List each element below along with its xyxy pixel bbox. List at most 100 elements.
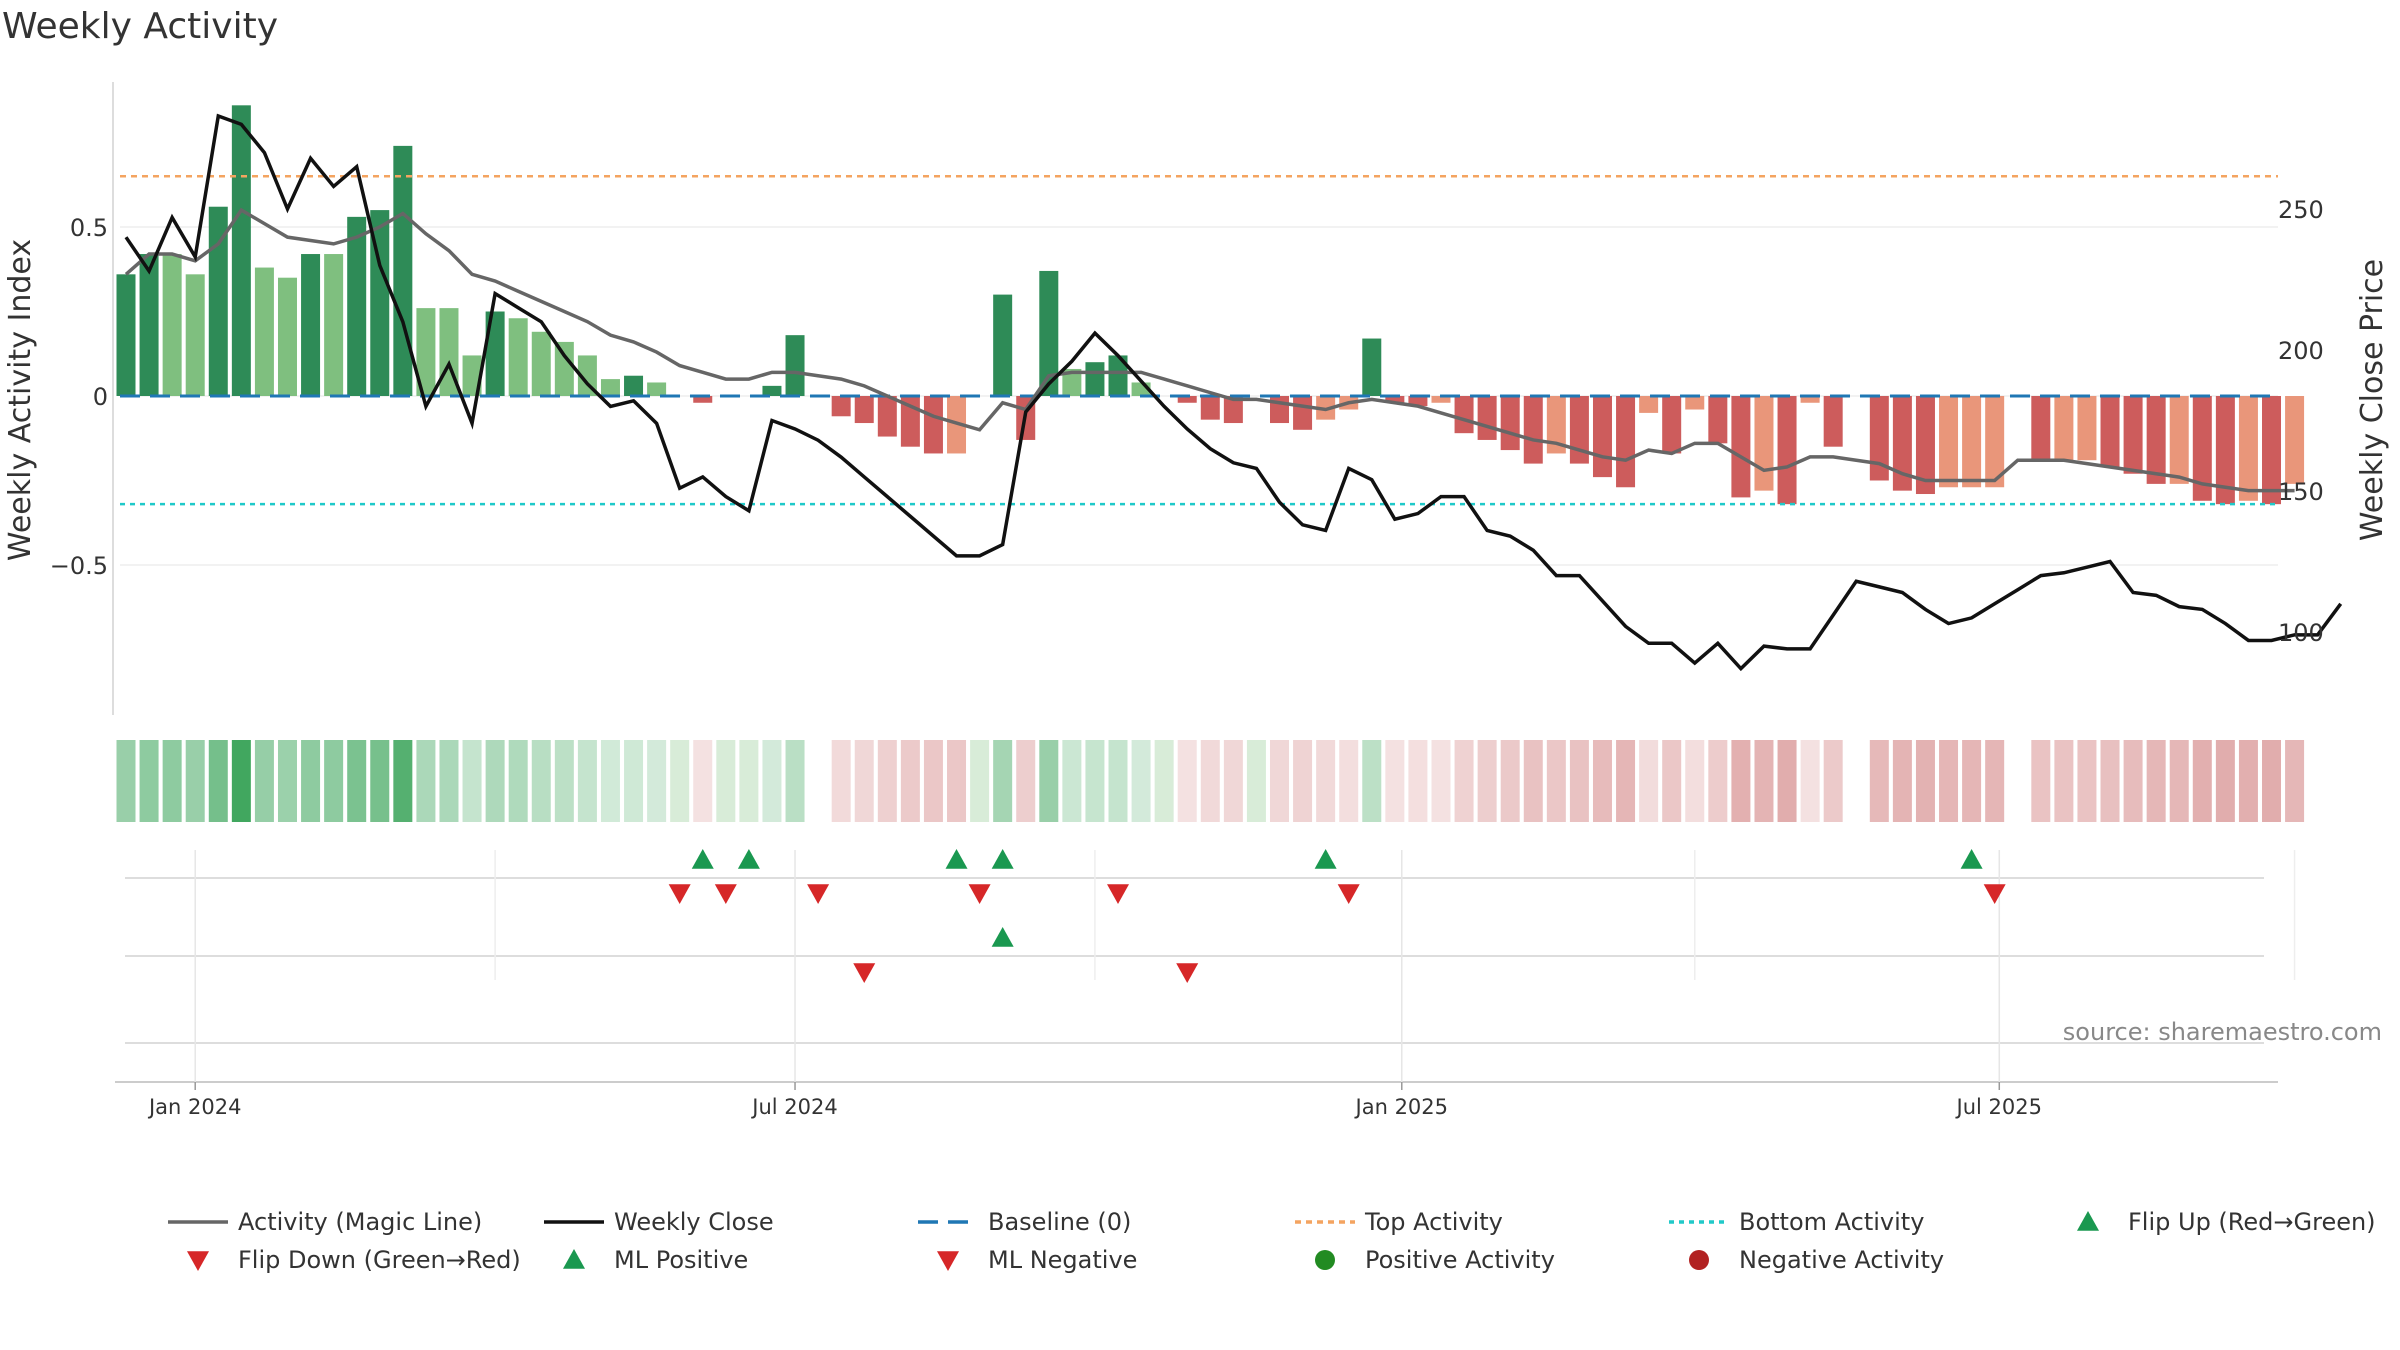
- negative-activity-bar: [1939, 396, 1959, 488]
- activity-heat-cell: [416, 740, 436, 822]
- activity-heat-cell: [739, 740, 759, 822]
- activity-heat-cell: [2077, 740, 2097, 822]
- ml-negative-marker: [1176, 963, 1199, 983]
- negative-activity-bar: [1293, 396, 1313, 430]
- positive-activity-bar: [116, 274, 136, 396]
- negative-activity-bar: [2215, 396, 2235, 505]
- ml-positive-marker: [991, 927, 1014, 947]
- positive-activity-bar: [1108, 355, 1128, 396]
- positive-activity-bar: [993, 294, 1013, 396]
- legend-swatch-negative-activity: [1689, 1250, 1709, 1270]
- negative-activity-bar: [1200, 396, 1220, 420]
- activity-heat-cell: [1639, 740, 1659, 822]
- legend-swatch-positive-activity: [1315, 1250, 1335, 1270]
- activity-heat-cell: [301, 740, 321, 822]
- y2-tick-label: 250: [2278, 196, 2324, 224]
- y-tick-label: 0.5: [70, 214, 108, 242]
- positive-activity-bar: [254, 267, 274, 396]
- positive-activity-bar: [1085, 362, 1105, 396]
- negative-activity-bar: [1777, 396, 1797, 505]
- negative-activity-bar: [2146, 396, 2166, 484]
- activity-heat-cell: [1800, 740, 1820, 822]
- activity-heat-cell: [1062, 740, 1082, 822]
- negative-activity-bar: [2262, 396, 2282, 505]
- negative-activity-bar: [2100, 396, 2120, 467]
- activity-heat-cell: [600, 740, 620, 822]
- activity-heat-cell: [1569, 740, 1589, 822]
- activity-heat-cell: [2146, 740, 2166, 822]
- positive-activity-bar: [508, 318, 528, 396]
- negative-activity-bar: [1754, 396, 1774, 491]
- negative-activity-bar: [831, 396, 851, 417]
- legend-label-ml-positive: ML Positive: [614, 1246, 748, 1274]
- activity-heat-cell: [531, 740, 551, 822]
- positive-activity-bar: [324, 254, 344, 396]
- activity-heat-cell: [2123, 740, 2143, 822]
- positive-activity-bar: [485, 311, 505, 396]
- activity-heat-cell: [1685, 740, 1705, 822]
- flip-down-marker: [1983, 884, 2006, 904]
- activity-heat-cell: [162, 740, 182, 822]
- activity-heat-cell: [439, 740, 459, 822]
- negative-activity-bar: [1708, 396, 1728, 444]
- activity-heat-cell: [1823, 740, 1843, 822]
- flip-up-marker: [1960, 849, 1983, 869]
- legend-label-weekly-close: Weekly Close: [614, 1208, 774, 1236]
- legend-label-baseline-0: Baseline (0): [988, 1208, 1131, 1236]
- activity-heat-cell: [554, 740, 574, 822]
- positive-activity-bar: [208, 206, 228, 396]
- activity-heat-cell: [139, 740, 159, 822]
- positive-activity-bar: [1039, 270, 1059, 396]
- activity-heat-cell: [1408, 740, 1428, 822]
- activity-heat-cell: [1477, 740, 1497, 822]
- negative-activity-bar: [1523, 396, 1543, 464]
- positive-activity-bar: [162, 254, 182, 396]
- activity-heat-cell: [1154, 740, 1174, 822]
- activity-heat-cell: [1108, 740, 1128, 822]
- legend-label-top-activity: Top Activity: [1364, 1208, 1503, 1236]
- flip-down-marker: [807, 884, 830, 904]
- activity-heat-cell: [1892, 740, 1912, 822]
- activity-heat-cell: [1754, 740, 1774, 822]
- negative-activity-bar: [1800, 396, 1820, 403]
- negative-activity-bar: [1546, 396, 1566, 454]
- x-tick-label: Jul 2024: [750, 1095, 837, 1119]
- positive-activity-bar: [347, 216, 367, 396]
- negative-activity-bar: [2031, 396, 2051, 461]
- positive-activity-bar: [1062, 368, 1082, 396]
- activity-heat-cell: [1708, 740, 1728, 822]
- y-axis-label: Weekly Activity Index: [3, 239, 38, 561]
- activity-heat-cell: [1915, 740, 1935, 822]
- negative-activity-bar: [693, 396, 713, 403]
- activity-heat-cell: [877, 740, 897, 822]
- activity-heat-cell: [347, 740, 367, 822]
- activity-heat-cell: [2192, 740, 2212, 822]
- negative-activity-bar: [1500, 396, 1520, 451]
- activity-heat-cell: [854, 740, 874, 822]
- flip-down-marker: [1107, 884, 1130, 904]
- legend-label-flip-up-red-green: Flip Up (Red→Green): [2128, 1208, 2376, 1236]
- activity-heat-cell: [693, 740, 713, 822]
- activity-heat-cell: [577, 740, 597, 822]
- activity-heat-cell: [1869, 740, 1889, 822]
- flip-down-marker: [968, 884, 991, 904]
- activity-heat-cell: [970, 740, 990, 822]
- y2-tick-label: 200: [2278, 337, 2324, 365]
- legend-swatch-flip-down-green-red: [187, 1251, 209, 1271]
- x-tick-label: Jan 2025: [1354, 1095, 1449, 1119]
- activity-heat-cell: [1316, 740, 1336, 822]
- negative-activity-bar: [1385, 396, 1405, 403]
- negative-activity-bar: [1431, 396, 1451, 403]
- activity-heat-cell: [947, 740, 967, 822]
- positive-activity-bar: [531, 331, 551, 396]
- positive-activity-bar: [762, 385, 782, 396]
- activity-heat-cell: [1592, 740, 1612, 822]
- negative-activity-bar: [1639, 396, 1659, 413]
- positive-activity-bar: [231, 105, 251, 396]
- activity-heat-cell: [1131, 740, 1151, 822]
- activity-heat-cell: [1500, 740, 1520, 822]
- negative-activity-bar: [1685, 396, 1705, 410]
- activity-heat-cell: [2031, 740, 2051, 822]
- activity-heat-cell: [1985, 740, 2005, 822]
- positive-activity-bar: [462, 355, 482, 396]
